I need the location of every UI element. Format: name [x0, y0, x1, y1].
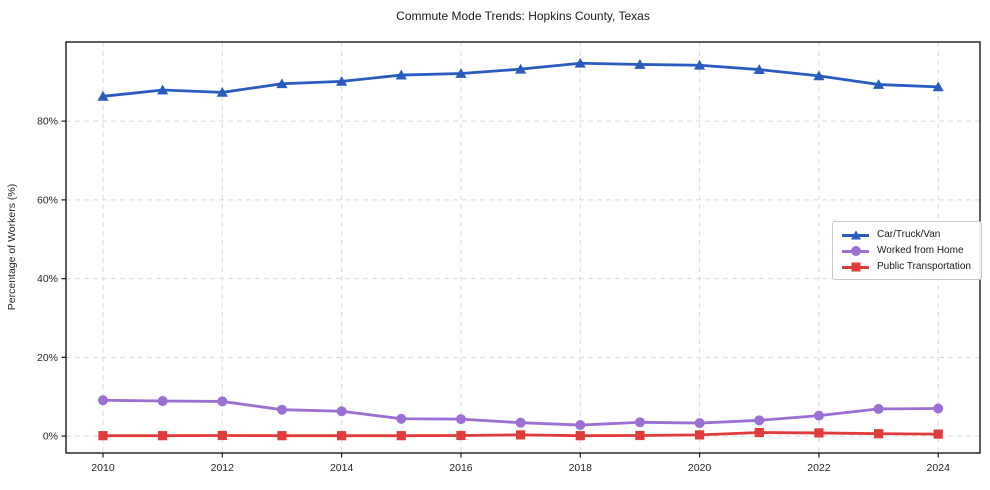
- data-point: [574, 57, 586, 68]
- legend-label: Public Transportation: [877, 261, 971, 272]
- data-point: [516, 430, 526, 440]
- legend: Car/Truck/Van Worked from Home Public Tr…: [832, 221, 982, 280]
- legend-item-worked-from-home: Worked from Home: [842, 245, 971, 256]
- data-point: [456, 430, 466, 441]
- legend-item-public-transportation: Public Transportation: [842, 261, 971, 272]
- data-point: [515, 63, 527, 74]
- data-point: [575, 431, 585, 441]
- data-point: [98, 431, 108, 441]
- x-tick-label: 2020: [688, 462, 712, 474]
- line-square-marker-icon: [842, 262, 869, 272]
- data-point: [336, 75, 348, 86]
- data-point: [813, 70, 825, 81]
- data-point: [694, 430, 705, 440]
- data-point: [455, 68, 467, 78]
- legend-label: Worked from Home: [877, 245, 964, 256]
- data-point: [336, 406, 347, 417]
- y-tick-label: 80%: [37, 116, 58, 128]
- data-point: [634, 417, 645, 428]
- data-point: [753, 64, 765, 74]
- x-tick-label: 2022: [807, 462, 831, 474]
- data-point: [754, 415, 765, 426]
- data-point: [157, 396, 168, 407]
- data-point: [157, 84, 169, 95]
- data-point: [337, 431, 347, 441]
- data-point: [276, 78, 288, 89]
- data-point: [277, 431, 287, 441]
- data-point: [873, 403, 884, 414]
- data-point: [395, 69, 407, 80]
- y-tick-label: 60%: [37, 194, 58, 206]
- data-point: [216, 86, 228, 97]
- data-point: [158, 431, 168, 441]
- x-tick-label: 2012: [211, 462, 235, 474]
- data-point: [694, 418, 705, 429]
- data-point: [813, 410, 824, 421]
- y-tick-label: 40%: [37, 273, 58, 285]
- data-point: [635, 430, 645, 441]
- data-point: [693, 59, 706, 70]
- chart-title: Commute Mode Trends: Hopkins County, Tex…: [396, 9, 650, 23]
- data-point: [575, 420, 586, 431]
- x-tick-label: 2018: [569, 462, 593, 474]
- data-point: [933, 429, 943, 439]
- y-tick-label: 0%: [43, 431, 58, 443]
- data-point: [396, 431, 406, 441]
- y-tick-label: 20%: [37, 352, 58, 364]
- data-point: [217, 396, 228, 407]
- data-point: [872, 79, 885, 89]
- x-tick-label: 2010: [91, 462, 115, 474]
- data-point: [873, 429, 884, 439]
- data-point: [97, 395, 108, 406]
- data-point: [276, 404, 287, 415]
- x-tick-label: 2014: [330, 462, 354, 474]
- data-point: [814, 428, 824, 438]
- x-tick-label: 2016: [449, 462, 473, 474]
- data-point: [754, 427, 764, 438]
- legend-item-car-truck-van: Car/Truck/Van: [842, 229, 971, 240]
- data-point: [933, 403, 944, 414]
- data-point: [217, 430, 227, 441]
- legend-label: Car/Truck/Van: [877, 229, 941, 240]
- data-point: [634, 59, 646, 69]
- data-point: [97, 90, 109, 101]
- x-tick-label: 2024: [927, 462, 951, 474]
- line-circle-marker-icon: [842, 245, 869, 256]
- data-point: [932, 81, 944, 92]
- data-point: [515, 417, 526, 428]
- data-point: [455, 414, 466, 425]
- data-point: [396, 413, 407, 424]
- line-triangle-marker-icon: [842, 230, 869, 240]
